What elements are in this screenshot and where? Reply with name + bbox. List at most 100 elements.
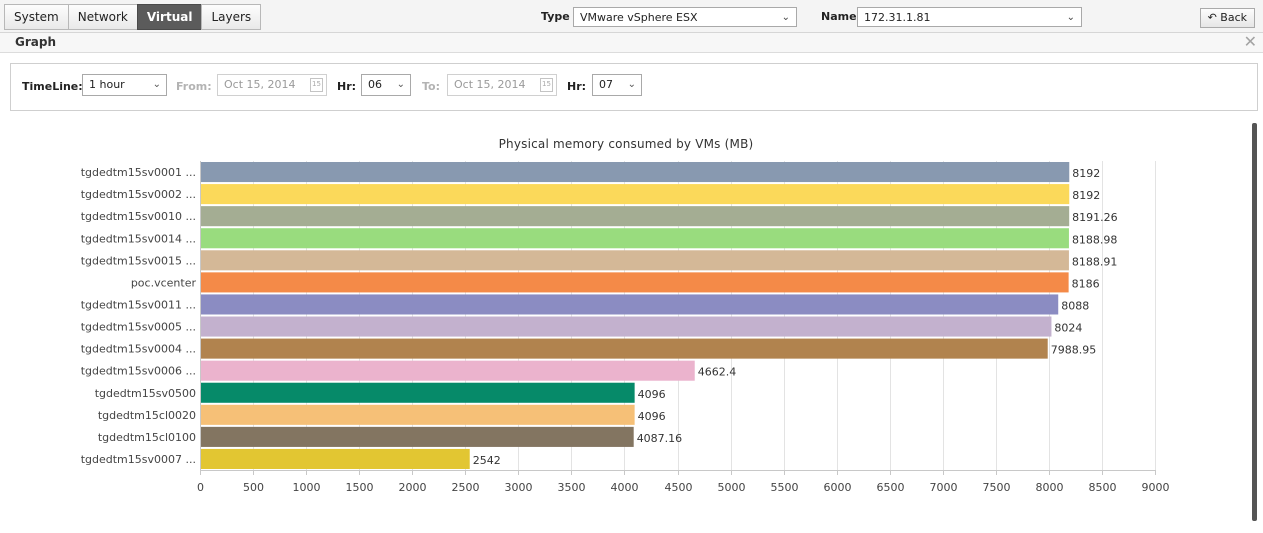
category-label: tgdedtm15sv0001 ... — [81, 166, 196, 179]
from-hour-select[interactable]: 06 ⌄ — [361, 74, 411, 96]
timeline-label: TimeLine: — [22, 80, 83, 93]
bar — [201, 184, 1070, 205]
to-hour-select[interactable]: 07 ⌄ — [592, 74, 642, 96]
category-label: tgdedtm15sv0015 ... — [81, 254, 196, 267]
timeline-value: 1 hour — [89, 78, 125, 91]
x-tick-label: 6500 — [877, 481, 905, 494]
bar — [201, 448, 470, 469]
to-label: To: — [422, 80, 440, 93]
data-label: 4087.16 — [637, 432, 683, 445]
x-tick-label: 9000 — [1142, 481, 1170, 494]
chart-title: Physical memory consumed by VMs (MB) — [498, 137, 754, 151]
x-tick-label: 1000 — [293, 481, 321, 494]
x-tick-label: 6000 — [824, 481, 852, 494]
to-date-input[interactable]: Oct 15, 2014 15 — [447, 74, 557, 96]
x-tick-label: 7500 — [983, 481, 1011, 494]
to-hour-label: Hr: — [567, 80, 587, 93]
category-label: tgdedtm15sv0500 — [95, 387, 196, 400]
x-tick-label: 0 — [197, 481, 204, 494]
chevron-down-icon: ⌄ — [627, 79, 636, 90]
calendar-icon[interactable]: 15 — [540, 78, 553, 92]
data-label: 7988.95 — [1051, 344, 1097, 357]
name-label: Name — [821, 10, 857, 23]
calendar-icon[interactable]: 15 — [310, 78, 323, 92]
bar — [201, 250, 1069, 271]
category-label: tgdedtm15sv0004 ... — [81, 343, 196, 356]
x-tick-label: 1500 — [346, 481, 374, 494]
vertical-scrollbar[interactable] — [1252, 123, 1257, 521]
from-label: From: — [176, 80, 212, 93]
bar — [201, 206, 1070, 227]
data-label: 8088 — [1061, 299, 1089, 312]
from-hour-label: Hr: — [337, 80, 357, 93]
x-tick-label: 500 — [243, 481, 264, 494]
to-date-value: Oct 15, 2014 — [454, 78, 526, 91]
bar — [201, 338, 1048, 359]
data-label: 8192 — [1072, 189, 1100, 202]
x-tick-label: 8000 — [1036, 481, 1064, 494]
x-tick-label: 5000 — [718, 481, 746, 494]
x-tick-label: 3000 — [505, 481, 533, 494]
data-label: 8186 — [1072, 277, 1100, 290]
category-label: tgdedtm15sv0010 ... — [81, 210, 196, 223]
tab-layers[interactable]: Layers — [201, 4, 262, 30]
timeline-select[interactable]: 1 hour ⌄ — [82, 74, 167, 96]
panel-title: Graph — [15, 35, 56, 49]
category-label: tgdedtm15sv0007 ... — [81, 453, 196, 466]
bar — [201, 162, 1070, 183]
category-label: tgdedtm15sv0014 ... — [81, 232, 196, 245]
tab-virtual[interactable]: Virtual — [136, 4, 203, 30]
type-label: Type — [541, 10, 570, 23]
name-select[interactable]: 172.31.1.81 ⌄ — [857, 7, 1082, 27]
data-label: 2542 — [473, 454, 501, 467]
x-tick-label: 4500 — [665, 481, 693, 494]
view-tabs: System Network Virtual Layers — [4, 4, 262, 30]
category-label: tgdedtm15cl0020 — [98, 409, 196, 422]
category-label: tgdedtm15sv0002 ... — [81, 188, 196, 201]
x-tick-label: 3500 — [558, 481, 586, 494]
data-label: 4096 — [638, 410, 666, 423]
category-label: tgdedtm15cl0100 — [98, 431, 196, 444]
panel-header: Graph ✕ — [0, 32, 1263, 53]
close-icon[interactable]: ✕ — [1243, 32, 1257, 51]
data-label: 4662.4 — [698, 366, 737, 379]
x-tick-label: 7000 — [930, 481, 958, 494]
bar — [201, 404, 635, 425]
top-toolbar: System Network Virtual Layers Type VMwar… — [0, 0, 1263, 33]
back-button-label: Back — [1220, 11, 1247, 24]
back-arrow-icon: ↶ — [1207, 11, 1217, 24]
tab-system[interactable]: System — [4, 4, 69, 30]
bar — [201, 294, 1059, 315]
x-tick-label: 8500 — [1089, 481, 1117, 494]
category-label: tgdedtm15sv0011 ... — [81, 298, 196, 311]
category-label: tgdedtm15sv0005 ... — [81, 321, 196, 334]
name-select-value: 172.31.1.81 — [864, 11, 931, 24]
x-tick-label: 4000 — [611, 481, 639, 494]
data-label: 8192 — [1072, 167, 1100, 180]
bar — [201, 272, 1069, 293]
bar — [201, 426, 634, 447]
timeline-filter: TimeLine: 1 hour ⌄ From: Oct 15, 2014 15… — [10, 63, 1258, 111]
type-select[interactable]: VMware vSphere ESX ⌄ — [573, 7, 797, 27]
x-tick-label: 2000 — [399, 481, 427, 494]
x-tick-label: 5500 — [771, 481, 799, 494]
category-label: tgdedtm15sv0006 ... — [81, 365, 196, 378]
x-tick-label: 2500 — [452, 481, 480, 494]
data-label: 8188.91 — [1072, 255, 1118, 268]
to-hour-value: 07 — [599, 78, 613, 91]
chevron-down-icon: ⌄ — [781, 12, 790, 23]
data-label: 8188.98 — [1072, 233, 1118, 246]
back-button[interactable]: ↶ Back — [1199, 8, 1255, 28]
data-label: 8191.26 — [1072, 211, 1118, 224]
from-date-input[interactable]: Oct 15, 2014 15 — [217, 74, 327, 96]
tab-network[interactable]: Network — [67, 4, 138, 30]
chevron-down-icon: ⌄ — [396, 79, 405, 90]
data-label: 8024 — [1054, 322, 1082, 335]
bar — [201, 228, 1069, 249]
bar — [201, 316, 1052, 337]
category-label: poc.vcenter — [131, 276, 197, 289]
data-label: 4096 — [638, 388, 666, 401]
from-hour-value: 06 — [368, 78, 382, 91]
chevron-down-icon: ⌄ — [1066, 12, 1075, 23]
